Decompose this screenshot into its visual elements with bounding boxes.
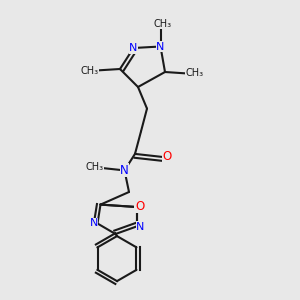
Text: O: O [135, 200, 144, 213]
Text: CH₃: CH₃ [154, 19, 172, 29]
Text: N: N [89, 218, 98, 229]
Text: CH₃: CH₃ [80, 65, 98, 76]
Text: O: O [163, 149, 172, 163]
Text: N: N [120, 164, 129, 177]
Text: N: N [129, 43, 138, 53]
Text: N: N [136, 221, 145, 232]
Text: CH₃: CH₃ [185, 68, 203, 79]
Text: N: N [156, 41, 165, 52]
Text: CH₃: CH₃ [85, 162, 103, 172]
